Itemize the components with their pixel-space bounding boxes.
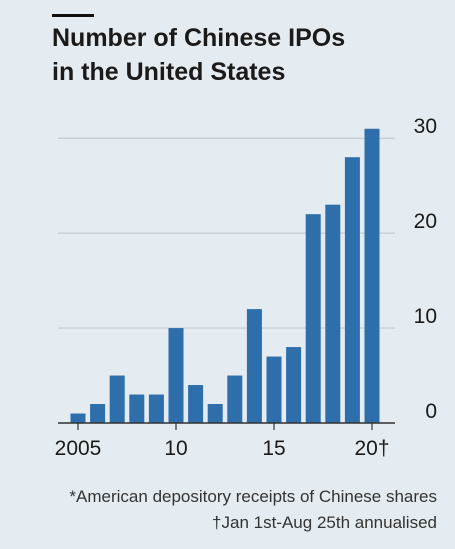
bar <box>168 328 184 423</box>
bar <box>344 157 360 423</box>
bar <box>246 309 262 423</box>
bar <box>325 204 341 423</box>
bar <box>129 394 145 423</box>
x-tick-label: 10 <box>164 437 187 460</box>
bar <box>286 347 302 423</box>
bar <box>148 394 164 423</box>
footnote: †Jan 1st-Aug 25th annualised <box>212 513 437 532</box>
bar <box>364 128 380 423</box>
y-tick-label: 0 <box>425 400 437 423</box>
footnote: *American depository receipts of Chinese… <box>69 487 437 506</box>
chart-title: Number of Chinese IPOs <box>52 24 345 52</box>
x-tick-label: 20† <box>354 437 389 460</box>
x-tick-label: 15 <box>262 437 285 460</box>
bar <box>188 385 204 423</box>
chart-title: in the United States <box>52 58 285 86</box>
y-tick-label: 30 <box>414 115 437 138</box>
y-tick-label: 20 <box>414 210 437 233</box>
bar <box>227 375 243 423</box>
y-tick-label: 10 <box>414 305 437 328</box>
bar <box>109 375 125 423</box>
bar <box>207 404 223 423</box>
bar <box>266 356 282 423</box>
title-rule <box>52 14 94 17</box>
bar <box>70 413 86 423</box>
bar <box>90 404 106 423</box>
x-tick-label: 2005 <box>55 437 102 460</box>
bar <box>305 214 321 423</box>
